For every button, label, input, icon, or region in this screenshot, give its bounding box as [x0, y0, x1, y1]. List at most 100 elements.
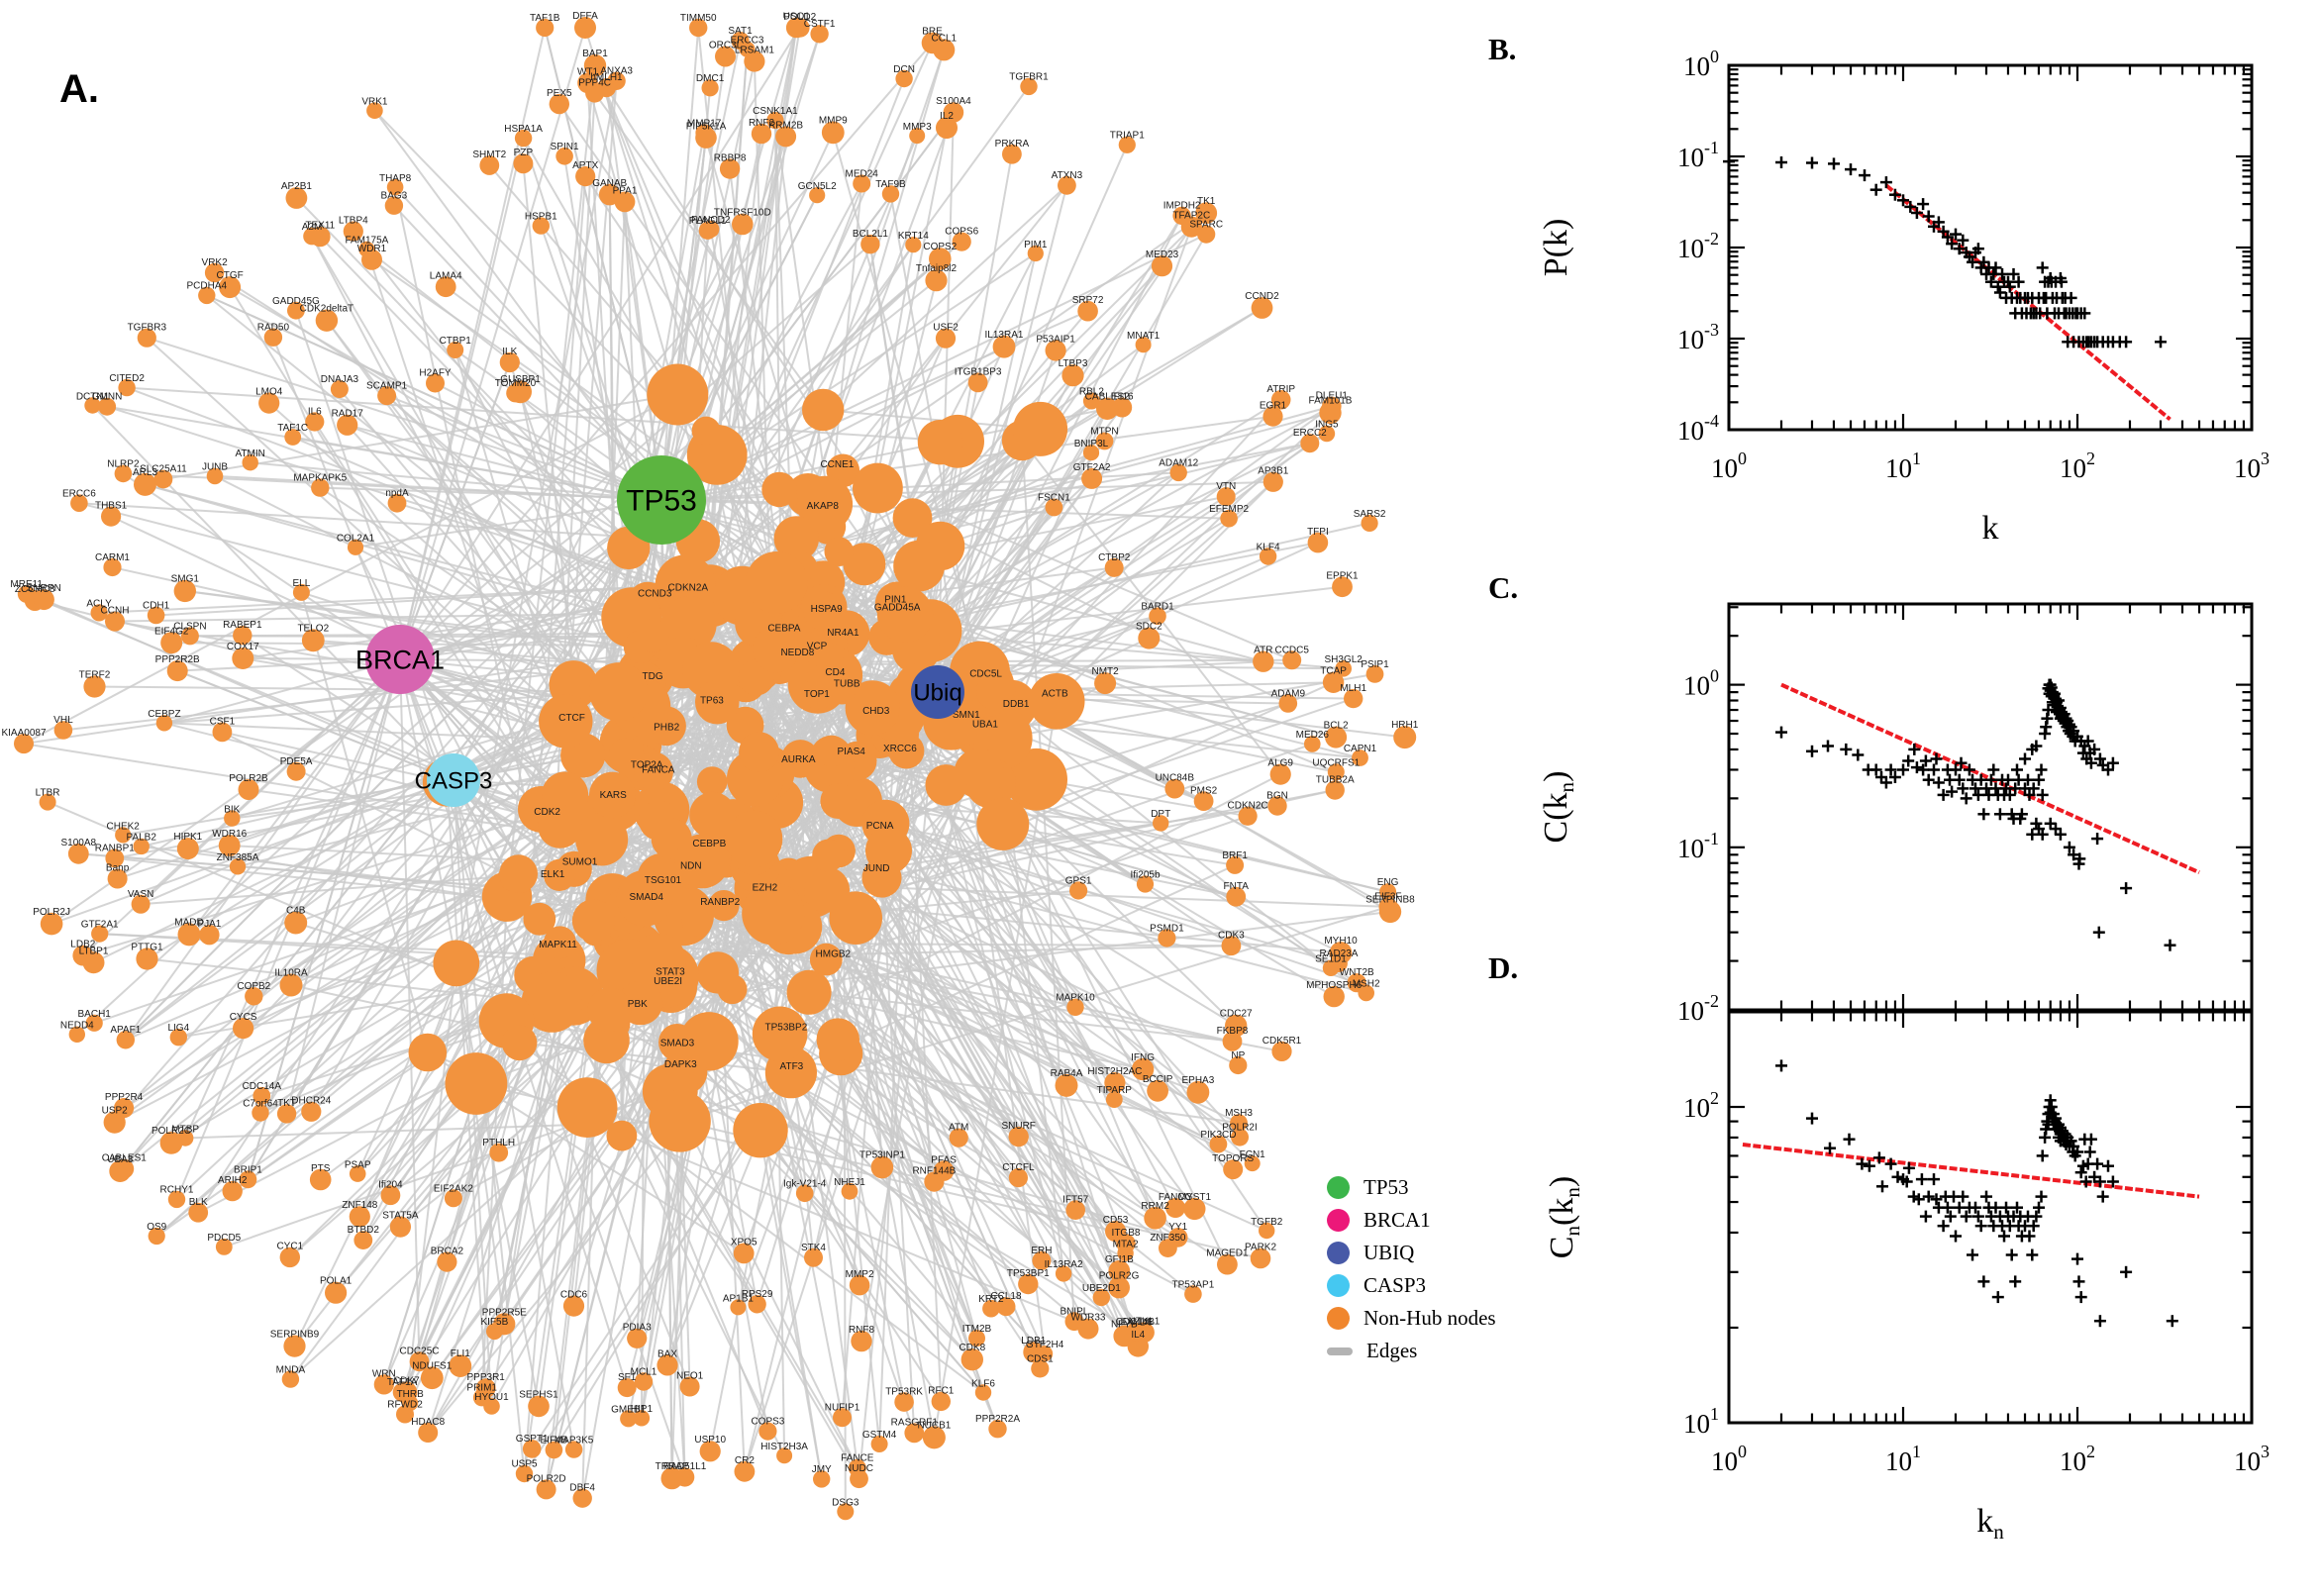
network-node[interactable]: [539, 694, 593, 748]
network-node[interactable]: [1259, 548, 1277, 565]
network-node[interactable]: [408, 1033, 448, 1072]
network-node[interactable]: [543, 858, 576, 892]
network-node[interactable]: [812, 839, 846, 872]
network-node[interactable]: [380, 1185, 401, 1206]
network-node[interactable]: [366, 102, 383, 119]
network-node[interactable]: [739, 732, 779, 772]
network-node[interactable]: [870, 1436, 888, 1452]
network-node[interactable]: [449, 1354, 472, 1377]
network-node[interactable]: [1270, 390, 1291, 410]
network-node[interactable]: [606, 1120, 638, 1151]
network-node[interactable]: [418, 1423, 439, 1443]
network-node[interactable]: [1183, 1197, 1206, 1221]
network-node[interactable]: [180, 627, 199, 646]
network-node[interactable]: [658, 1024, 696, 1061]
network-node[interactable]: [698, 221, 717, 240]
network-node[interactable]: [616, 869, 673, 927]
network-node[interactable]: [893, 540, 945, 592]
network-node[interactable]: [876, 586, 934, 643]
network-node[interactable]: [786, 630, 821, 663]
network-node[interactable]: [824, 537, 855, 566]
network-node[interactable]: [258, 392, 280, 414]
network-node[interactable]: [1231, 1128, 1249, 1147]
network-node[interactable]: [988, 1420, 1007, 1439]
network-node[interactable]: [820, 783, 857, 819]
network-node[interactable]: [538, 804, 582, 848]
network-node[interactable]: [1230, 1114, 1248, 1132]
network-node[interactable]: [1262, 471, 1283, 492]
network-node[interactable]: [776, 1447, 793, 1464]
network-node[interactable]: [242, 454, 258, 471]
network-node[interactable]: [851, 1330, 872, 1352]
network-node[interactable]: [845, 680, 900, 736]
network-node[interactable]: [647, 363, 709, 426]
network-node[interactable]: [1013, 401, 1068, 456]
network-node[interactable]: [795, 1184, 814, 1203]
network-node[interactable]: [810, 25, 829, 44]
network-node[interactable]: [917, 420, 963, 465]
network-node[interactable]: [115, 827, 132, 844]
network-node[interactable]: [733, 1103, 788, 1158]
network-node[interactable]: [1105, 1091, 1123, 1108]
network-node[interactable]: [730, 1299, 747, 1316]
network-node[interactable]: [40, 912, 63, 936]
network-node[interactable]: [689, 791, 737, 839]
network-node[interactable]: [1108, 1276, 1130, 1299]
network-node[interactable]: [634, 751, 673, 791]
network-node[interactable]: [521, 971, 583, 1033]
network-node[interactable]: [695, 679, 740, 725]
network-node[interactable]: [865, 827, 912, 874]
network-node[interactable]: [773, 516, 819, 561]
network-node[interactable]: [501, 1025, 538, 1061]
network-node[interactable]: [1005, 748, 1067, 811]
network-node[interactable]: [70, 494, 88, 512]
network-node[interactable]: [155, 715, 173, 732]
network-node[interactable]: [587, 987, 632, 1032]
network-node[interactable]: [1104, 557, 1124, 577]
network-node[interactable]: [976, 797, 1030, 850]
network-node[interactable]: [960, 1348, 983, 1371]
network-node[interactable]: [816, 1018, 859, 1061]
network-node[interactable]: [337, 414, 358, 436]
network-node[interactable]: [786, 969, 832, 1015]
network-node[interactable]: [1081, 467, 1103, 489]
network-node[interactable]: [437, 1251, 457, 1272]
network-node[interactable]: [660, 596, 717, 652]
network-node[interactable]: [631, 933, 686, 988]
network-node[interactable]: [489, 1143, 509, 1162]
network-node[interactable]: [239, 1170, 257, 1189]
network-node[interactable]: [583, 53, 607, 77]
network-node[interactable]: [169, 1029, 187, 1047]
network-node[interactable]: [309, 1168, 332, 1191]
network-node[interactable]: [796, 475, 854, 533]
network-node[interactable]: [761, 471, 797, 508]
network-node[interactable]: [549, 93, 569, 115]
network-node[interactable]: [263, 328, 283, 347]
network-node[interactable]: [1008, 1168, 1028, 1188]
network-node[interactable]: [85, 1014, 103, 1032]
network-node[interactable]: [589, 662, 649, 722]
network-node[interactable]: [1045, 340, 1066, 361]
network-node[interactable]: [816, 735, 848, 767]
network-node[interactable]: [925, 764, 967, 806]
network-node[interactable]: [426, 373, 445, 393]
network-node[interactable]: [301, 629, 325, 652]
network-node[interactable]: [708, 890, 740, 922]
network-node[interactable]: [841, 1182, 858, 1200]
network-node[interactable]: [892, 498, 933, 538]
network-node[interactable]: [649, 1090, 711, 1152]
network-node[interactable]: [674, 834, 730, 889]
network-node[interactable]: [691, 416, 721, 446]
network-node[interactable]: [1193, 791, 1214, 811]
network-node[interactable]: [746, 551, 808, 614]
network-node[interactable]: [742, 882, 805, 946]
network-node[interactable]: [681, 906, 712, 937]
network-node[interactable]: [575, 813, 629, 866]
network-node[interactable]: [1031, 1359, 1050, 1378]
network-node[interactable]: [976, 671, 1016, 711]
network-node[interactable]: [218, 835, 241, 856]
network-node[interactable]: [571, 899, 615, 943]
network-node[interactable]: [159, 1132, 183, 1154]
network-node[interactable]: [238, 779, 259, 800]
network-node[interactable]: [853, 462, 903, 514]
